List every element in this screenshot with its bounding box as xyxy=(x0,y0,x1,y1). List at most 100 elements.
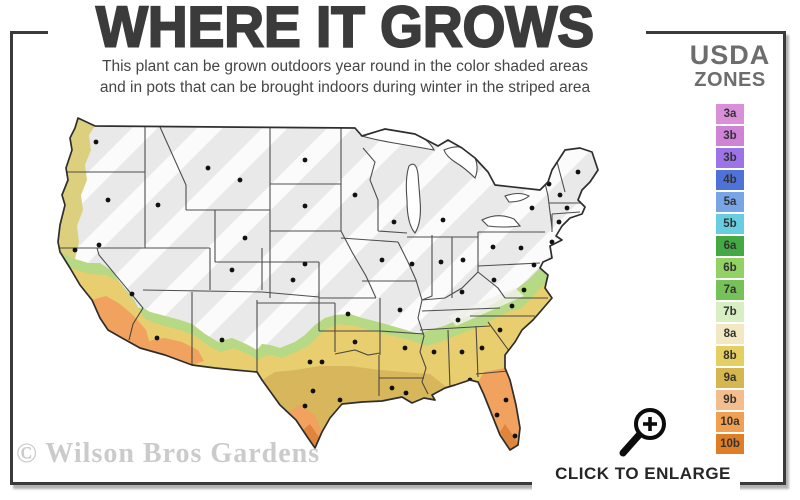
city-dot xyxy=(302,203,308,209)
city-dot xyxy=(345,311,351,317)
city-dot xyxy=(352,339,358,345)
subtitle-line-2: and in pots that can be brought indoors … xyxy=(99,78,591,96)
magnifier-plus-icon[interactable] xyxy=(605,402,677,464)
city-dot xyxy=(460,257,466,263)
city-dot xyxy=(155,202,161,208)
lake-ontario xyxy=(504,192,530,203)
zone-swatch-6b-7: 6b xyxy=(716,258,744,278)
city-dot xyxy=(438,259,444,265)
page-title: WHERE IT GROWS xyxy=(95,0,595,60)
city-dot xyxy=(302,157,308,163)
city-dot xyxy=(529,205,535,211)
city-dot xyxy=(490,244,496,250)
zone-swatch-7b-9: 7b xyxy=(716,302,744,322)
great-lakes xyxy=(360,127,530,234)
city-dot xyxy=(93,139,99,145)
city-dot xyxy=(237,177,243,183)
zone-swatch-9a-12: 9a xyxy=(716,368,744,388)
city-dot xyxy=(337,397,343,403)
city-dots xyxy=(72,139,581,439)
city-dot xyxy=(391,219,397,225)
city-dot xyxy=(242,235,248,241)
zone-swatch-5a-4: 5a xyxy=(716,192,744,212)
click-to-enlarge-button[interactable]: CLICK TO ENLARGE xyxy=(555,464,731,483)
legend-heading-zones: ZONES xyxy=(694,69,766,91)
city-dot xyxy=(497,327,503,333)
legend-heading-usda: USDA xyxy=(689,40,771,70)
map-fill-layers xyxy=(58,118,598,450)
color-zone-yellow xyxy=(60,252,552,450)
city-dot xyxy=(521,287,527,293)
city-dot xyxy=(87,312,93,318)
usda-grow-zone-map[interactable] xyxy=(13,108,677,482)
city-dot xyxy=(229,267,235,273)
lake-erie xyxy=(481,215,522,228)
city-dot xyxy=(105,197,111,203)
zone-swatch-list: 3a 3b 3b 4b 5a 5b 6a 6b 7a 7b 8a 8b 9a 9b 10a 10b xyxy=(716,104,744,456)
city-dot xyxy=(154,335,160,341)
city-dot xyxy=(531,262,537,268)
city-dot xyxy=(518,245,524,251)
zone-swatch-3b-1: 3b xyxy=(716,126,744,146)
zone-swatch-8b-11: 8b xyxy=(716,346,744,366)
frame-gap-bottom xyxy=(532,478,740,492)
city-dot xyxy=(379,257,385,263)
city-dot xyxy=(389,385,395,391)
city-dot xyxy=(549,239,555,245)
city-dot xyxy=(557,192,563,198)
zone-swatch-10b-15: 10b xyxy=(716,434,744,454)
city-dot xyxy=(459,289,465,295)
city-dot xyxy=(397,307,403,313)
city-dot xyxy=(219,337,225,343)
zone-swatch-5b-5: 5b xyxy=(716,214,744,234)
city-dot xyxy=(302,403,308,409)
city-dot xyxy=(403,390,409,396)
lake-michigan xyxy=(405,163,421,234)
city-dot xyxy=(205,165,211,171)
city-dot xyxy=(440,217,446,223)
city-dot xyxy=(402,345,408,351)
color-zone-orange-florida xyxy=(478,368,520,450)
zone-swatch-3b-2: 3b xyxy=(716,148,744,168)
city-dot xyxy=(509,303,515,309)
city-dot xyxy=(431,349,437,355)
zone-swatch-8a-10: 8a xyxy=(716,324,744,344)
city-dot xyxy=(491,277,497,283)
city-dot xyxy=(459,349,465,355)
city-dot xyxy=(455,317,461,323)
city-dot xyxy=(494,412,500,418)
city-dot xyxy=(310,388,316,394)
color-zone-orange-arizona xyxy=(140,338,204,365)
color-zone-west-coast-strip xyxy=(58,118,95,259)
frame-gap-top xyxy=(48,26,646,38)
city-dot xyxy=(556,219,562,225)
city-dot xyxy=(512,433,518,439)
city-dot xyxy=(307,359,313,365)
zone-swatch-9b-13: 9b xyxy=(716,390,744,410)
subtitle: This plant can be grown outdoors year ro… xyxy=(15,57,675,99)
zone-swatch-7a-8: 7a xyxy=(716,280,744,300)
city-dot xyxy=(564,205,570,211)
zone-swatch-3a-0: 3a xyxy=(716,104,744,124)
usda-zones-legend: USDA ZONES xyxy=(676,40,784,92)
color-zone-deep-orange-texas-tip xyxy=(303,424,319,448)
zone-swatch-6a-6: 6a xyxy=(716,236,744,256)
color-zone-green-band xyxy=(60,252,552,360)
city-dot xyxy=(129,291,135,297)
color-zone-orange-socal xyxy=(92,296,150,348)
subtitle-line-1: This plant can be grown outdoors year ro… xyxy=(102,58,588,75)
city-dot xyxy=(72,247,78,253)
watermark: © Wilson Bros Gardens xyxy=(16,438,321,469)
city-dot xyxy=(575,169,581,175)
city-dot xyxy=(503,397,509,403)
city-dot xyxy=(352,192,358,198)
color-zone-deep-orange-florida-tip xyxy=(500,424,518,450)
city-dot xyxy=(409,261,415,267)
zone-swatch-4b-3: 4b xyxy=(716,170,744,190)
city-dot xyxy=(97,333,103,339)
us-outline xyxy=(57,117,599,451)
city-dot xyxy=(302,261,308,267)
city-dot xyxy=(319,359,325,365)
city-dot xyxy=(96,242,102,248)
city-dot xyxy=(290,277,296,283)
